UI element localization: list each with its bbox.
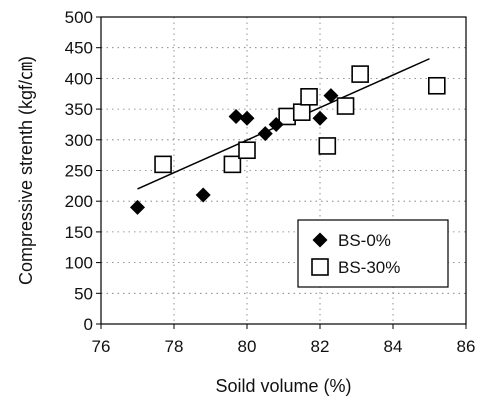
square-point [336, 97, 355, 115]
x-tick-label: 86 [457, 337, 476, 356]
y-tick-label: 500 [65, 8, 93, 27]
y-tick-label: 250 [65, 162, 93, 181]
y-tick-label: 200 [65, 192, 93, 211]
diamond-point [312, 110, 328, 126]
diamond-point [257, 126, 273, 142]
plot-area [100, 16, 467, 325]
legend: BS-0% BS-30% [297, 219, 449, 288]
legend-diamond-icon [312, 232, 328, 248]
data-points [130, 65, 446, 215]
y-tick-label: 300 [65, 131, 93, 150]
legend-square-icon [311, 258, 329, 276]
y-tick-label: 450 [65, 39, 93, 58]
y-axis-title: Compressive strenth (kgf/㎝) [16, 56, 36, 285]
y-tick-label: 400 [65, 69, 93, 88]
square-point [223, 155, 242, 174]
x-tick-label: 80 [238, 337, 257, 356]
square-point [318, 137, 337, 155]
x-tick-label: 84 [384, 337, 403, 356]
diamond-point [130, 199, 145, 215]
x-tick-label: 82 [311, 337, 330, 356]
legend-label: BS-30% [338, 258, 400, 277]
legend-label: BS-0% [338, 231, 391, 250]
square-point [278, 107, 296, 126]
x-tick-label: 76 [92, 337, 111, 356]
diamond-point [323, 88, 339, 104]
diamond-point [268, 116, 284, 132]
square-point [351, 65, 369, 83]
diamond-point [195, 187, 211, 203]
square-point [300, 88, 318, 106]
legend-box [297, 219, 449, 288]
y-tick-label: 150 [65, 223, 93, 242]
diamond-point [228, 108, 244, 124]
y-tick-label: 350 [65, 100, 93, 119]
y-tick-label: 100 [65, 254, 93, 273]
y-tick-label: 50 [74, 284, 93, 303]
square-point [292, 103, 311, 121]
x-axis-title: Soild volume (%) [215, 376, 351, 396]
x-tick-label: 78 [165, 337, 184, 356]
x-axis-ticks: 76 78 80 82 84 86 [92, 324, 476, 356]
square-point [154, 155, 172, 174]
square-point [238, 141, 256, 160]
diamond-point [239, 110, 255, 126]
square-point [427, 76, 446, 95]
y-tick-label: 0 [84, 315, 93, 334]
y-axis-ticks: 0 50 100 150 200 250 300 350 400 450 500 [65, 8, 101, 334]
